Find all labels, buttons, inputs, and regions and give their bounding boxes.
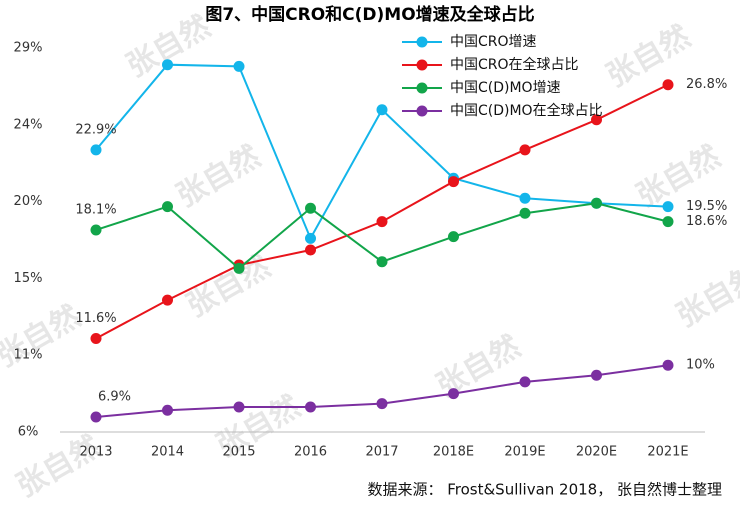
data-point: [448, 231, 459, 243]
y-tick-label: 20%: [14, 194, 43, 209]
data-point: [162, 201, 173, 213]
x-tick-label: 2019E: [504, 445, 545, 460]
x-tick-label: 2013: [79, 445, 112, 460]
data-point: [305, 202, 316, 214]
data-point: [519, 207, 531, 219]
legend-label: 中国CRO在全球占比: [450, 56, 579, 73]
x-tick-label: 2014: [151, 445, 184, 460]
data-label: 18.1%: [75, 202, 116, 217]
y-tick-label: 6%: [18, 425, 39, 440]
data-point: [305, 232, 316, 244]
x-tick-label: 2015: [222, 445, 255, 460]
data-point: [376, 256, 388, 268]
data-point: [519, 144, 531, 156]
data-point: [448, 388, 459, 400]
data-point: [376, 398, 388, 410]
y-tick-label: 11%: [14, 348, 43, 363]
data-point: [519, 376, 531, 388]
data-point: [162, 59, 173, 71]
data-point: [233, 262, 245, 274]
legend-label: 中国CRO增速: [450, 34, 537, 50]
x-tick-label: 2016: [294, 445, 327, 460]
legend-label: 中国C(D)MO在全球占比: [450, 102, 603, 119]
data-label: 19.5%: [686, 199, 727, 214]
legend-marker: [416, 59, 428, 71]
data-point: [305, 244, 316, 256]
y-tick-label: 29%: [14, 41, 43, 56]
data-label: 26.8%: [686, 77, 727, 92]
x-tick-label: 2020E: [576, 445, 617, 460]
legend-marker: [416, 36, 428, 48]
source-note: 数据来源： Frost&Sullivan 2018， 张自然博士整理: [367, 481, 722, 499]
data-point: [662, 216, 674, 228]
data-point: [90, 411, 102, 423]
data-point: [591, 114, 602, 126]
legend-label: 中国C(D)MO增速: [450, 80, 561, 96]
data-point: [90, 144, 102, 156]
data-point: [162, 294, 173, 306]
x-tick-label: 2018E: [433, 445, 474, 460]
data-point: [591, 197, 602, 209]
data-point: [448, 176, 459, 188]
data-point: [233, 60, 245, 72]
data-point: [662, 359, 674, 371]
y-tick-label: 24%: [14, 117, 43, 132]
data-point: [662, 79, 674, 91]
data-point: [376, 216, 388, 228]
data-point: [305, 401, 316, 413]
data-label: 22.9%: [75, 122, 116, 137]
data-point: [519, 192, 531, 204]
data-point: [233, 401, 245, 413]
y-tick-label: 15%: [14, 271, 43, 286]
x-tick-label: 2017: [365, 445, 398, 460]
data-point: [662, 201, 674, 213]
x-tick-label: 2021E: [647, 445, 688, 460]
data-point: [162, 404, 173, 416]
data-point: [376, 104, 388, 116]
data-point: [591, 369, 602, 381]
legend-marker: [416, 82, 428, 94]
chart-title: 图7、中国CRO和C(D)MO增速及全球占比: [205, 4, 534, 25]
data-label: 6.9%: [98, 389, 131, 404]
data-point: [90, 333, 102, 345]
data-point: [90, 224, 102, 236]
legend-marker: [416, 105, 428, 117]
data-label: 10%: [686, 358, 715, 373]
data-label: 11.6%: [75, 311, 116, 326]
data-label: 18.6%: [686, 214, 727, 229]
